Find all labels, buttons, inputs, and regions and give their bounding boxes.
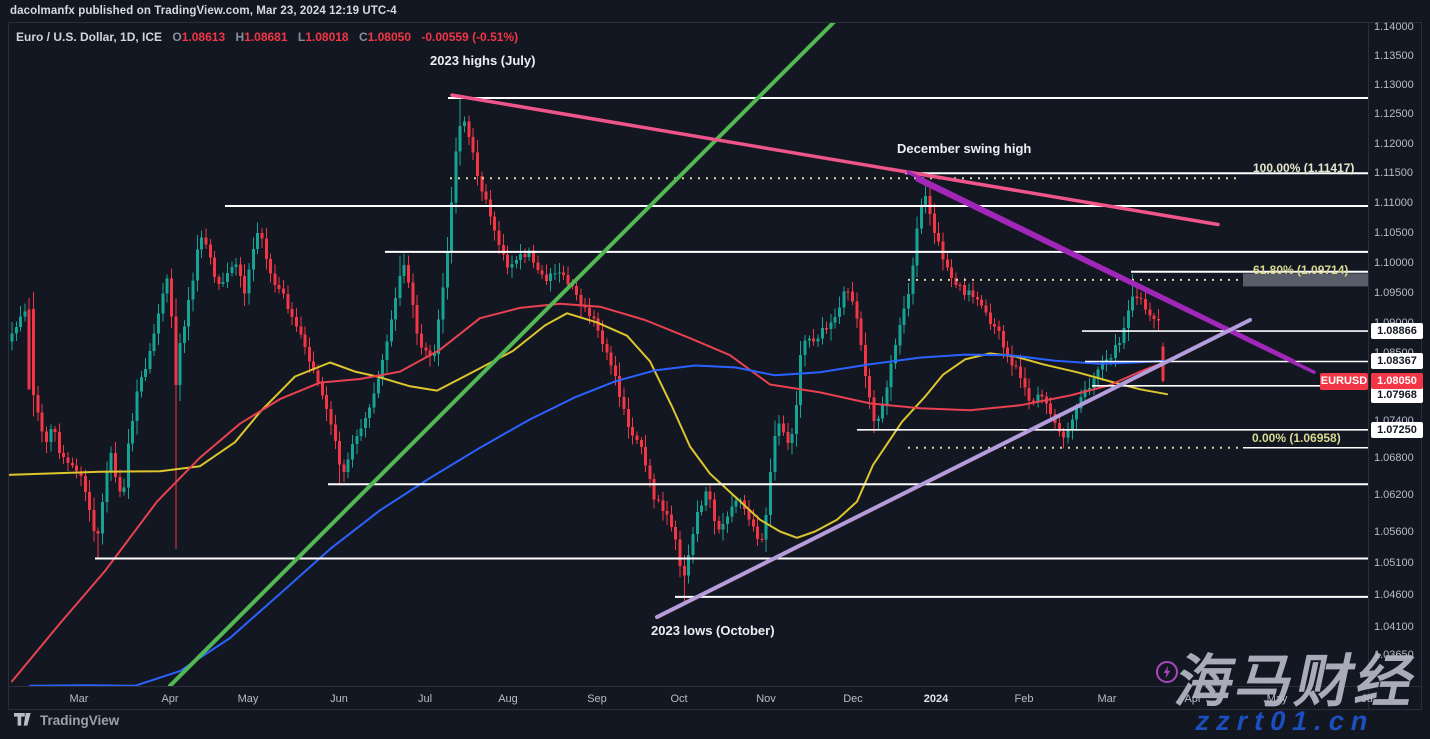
open-value: 1.08613 <box>181 30 226 44</box>
axis-month-11-Feb: Feb <box>1014 693 1034 705</box>
ma-line-slow-blue[interactable] <box>29 353 1168 686</box>
fib-label-100.00%: 100.00% (1.11417) <box>1253 161 1355 175</box>
trendline-green-uptrend[interactable] <box>168 1 855 686</box>
price-axis-separator[interactable] <box>1368 22 1369 710</box>
price-level-box-1.07250: 1.07250 <box>1371 422 1423 438</box>
ma-line-fast-yellow[interactable] <box>8 312 1168 539</box>
axis-month-1-Apr: Apr <box>161 693 179 705</box>
axis-month-5-Aug: Aug <box>498 693 518 705</box>
axis-price-1.09500: 1.09500 <box>1374 287 1414 299</box>
axis-month-15-Ju: Ju <box>1361 693 1373 705</box>
annotation-text-2[interactable]: 2023 lows (October) <box>651 623 775 638</box>
axis-price-1.10000: 1.10000 <box>1374 257 1414 269</box>
axis-month-9-Dec: Dec <box>843 693 863 705</box>
axis-price-1.13000: 1.13000 <box>1374 79 1414 91</box>
axis-price-1.06200: 1.06200 <box>1374 489 1414 501</box>
axis-month-13-Apr: Apr <box>1184 693 1202 705</box>
axis-month-10-2024: 2024 <box>923 693 949 705</box>
axis-price-1.12500: 1.12500 <box>1374 108 1414 120</box>
price-level-box-1.08367: 1.08367 <box>1371 353 1423 369</box>
fib-618-band <box>1243 273 1368 287</box>
low-value: 1.08018 <box>305 30 349 44</box>
axis-month-6-Sep: Sep <box>587 693 607 705</box>
axis-price-1.11500: 1.11500 <box>1374 167 1413 179</box>
symbol-price-marker: EURUSD <box>1320 372 1368 390</box>
open-label: O <box>172 30 182 44</box>
change-value: -0.00559 (-0.51%) <box>421 30 519 44</box>
high-label: H <box>235 30 245 44</box>
tradingview-brand-text: TradingView <box>40 713 120 728</box>
price-level-box-1.07968: 1.07968 <box>1371 387 1423 403</box>
axis-month-14-May: May <box>1266 693 1288 705</box>
chart-frame <box>8 22 1422 710</box>
price-level-box-1.08866: 1.08866 <box>1371 323 1423 339</box>
axis-price-1.03650: 1.03650 <box>1374 649 1414 661</box>
axis-month-0-Mar: Mar <box>69 693 89 705</box>
fib-label-0.00%: 0.00% (1.06958) <box>1252 431 1341 445</box>
axis-month-3-Jun: Jun <box>330 693 348 705</box>
fib-label-61.80%: 61.80% (1.09714) <box>1253 263 1349 277</box>
close-label: C <box>358 30 368 44</box>
tradingview-logo-icon <box>14 713 31 726</box>
axis-price-1.04600: 1.04600 <box>1374 589 1414 601</box>
axis-price-1.14000: 1.14000 <box>1374 21 1414 33</box>
axis-price-1.06800: 1.06800 <box>1374 452 1414 464</box>
low-label: L <box>297 30 306 44</box>
axis-price-1.10500: 1.10500 <box>1374 227 1414 239</box>
boost-button[interactable] <box>1155 660 1179 684</box>
annotation-text-0[interactable]: 2023 highs (July) <box>430 53 536 68</box>
close-value: 1.08050 <box>367 30 412 44</box>
candlestick-series <box>10 99 1165 603</box>
trendline-pink-downtrend[interactable] <box>450 93 1220 227</box>
published-bar: dacolmanfx published on TradingView.com,… <box>10 5 397 17</box>
axis-price-1.05600: 1.05600 <box>1374 526 1414 538</box>
symbol-title[interactable]: Euro / U.S. Dollar, 1D, ICE <box>16 30 163 44</box>
trendline-purple-channel-lower[interactable] <box>915 178 1316 374</box>
axis-month-2-May: May <box>237 693 259 705</box>
axis-month-4-Jul: Jul <box>417 693 433 705</box>
axis-price-1.13500: 1.13500 <box>1374 50 1414 62</box>
attribution-bar[interactable]: TradingView <box>14 713 119 728</box>
last-price-box: 1.08050 <box>1371 373 1423 389</box>
watermark-url: zzrt01.cn <box>1192 706 1378 736</box>
lightning-icon <box>1156 661 1178 683</box>
time-axis-separator[interactable] <box>8 686 1422 687</box>
published-text: dacolmanfx published on TradingView.com,… <box>10 5 397 17</box>
axis-price-1.04100: 1.04100 <box>1374 621 1414 633</box>
symbol-ohlc-bar: Euro / U.S. Dollar, 1D, ICE O1.08613 H1.… <box>16 30 518 44</box>
axis-price-1.05100: 1.05100 <box>1374 557 1414 569</box>
axis-month-7-Oct: Oct <box>670 693 688 705</box>
ma-line-mid-red[interactable] <box>11 302 1168 683</box>
annotation-text-1[interactable]: December swing high <box>897 141 1032 156</box>
high-value: 1.08681 <box>244 30 288 44</box>
chart-pane[interactable] <box>8 1 1368 686</box>
axis-price-1.11000: 1.11000 <box>1374 197 1413 209</box>
axis-month-8-Nov: Nov <box>756 693 776 705</box>
axis-month-12-Mar: Mar <box>1097 693 1117 705</box>
axis-price-1.12000: 1.12000 <box>1374 138 1414 150</box>
trendline-lavender-uptrend[interactable] <box>655 318 1252 620</box>
